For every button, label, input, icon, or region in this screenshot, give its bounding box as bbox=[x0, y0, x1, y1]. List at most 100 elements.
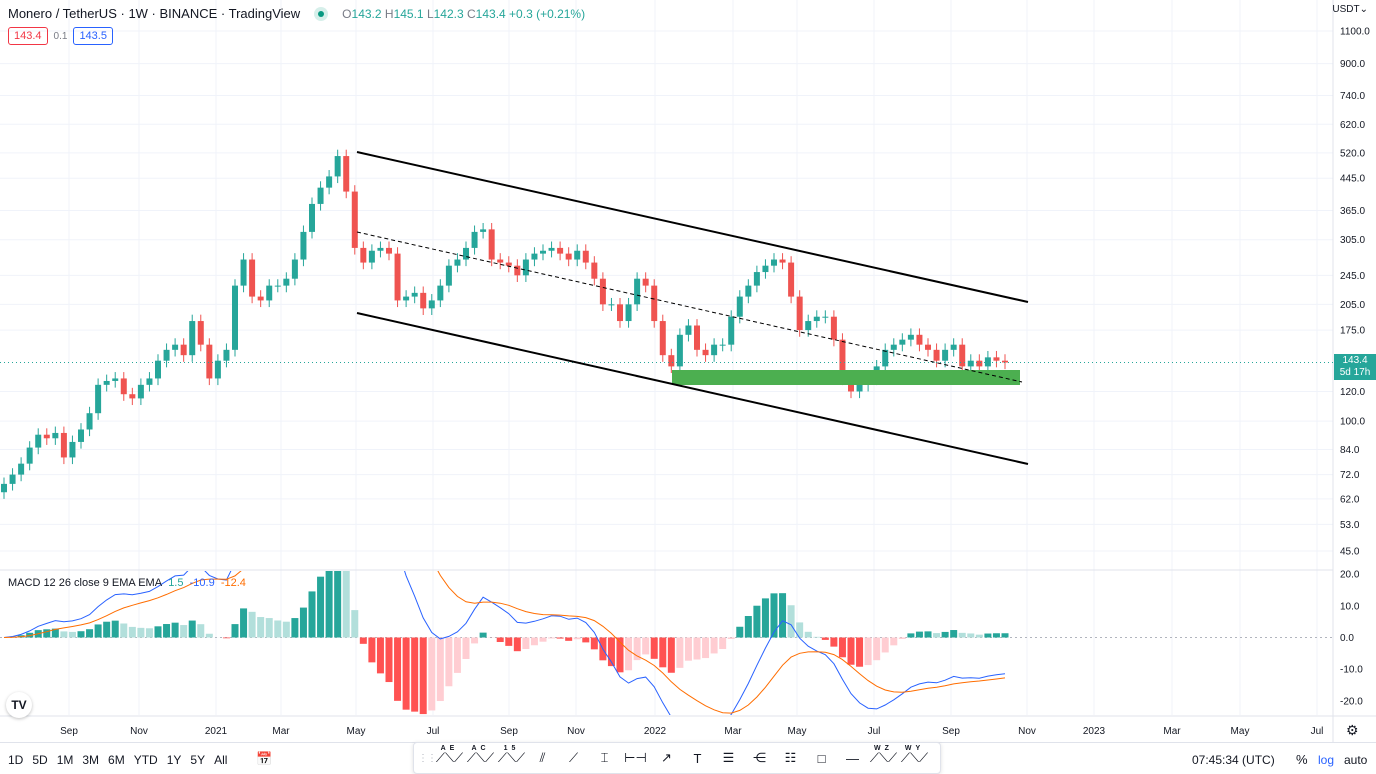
range-all[interactable]: All bbox=[214, 753, 228, 767]
channel-lower-line bbox=[356, 312, 1029, 465]
abc-pattern-icon: ⟋⟍⟋ bbox=[466, 750, 495, 765]
candle-body bbox=[317, 187, 324, 204]
candle-body bbox=[9, 474, 16, 484]
candle-body bbox=[925, 344, 931, 350]
range-1y[interactable]: 1Y bbox=[166, 753, 182, 767]
macd-histogram-bar bbox=[838, 637, 846, 658]
macd-histogram-bar bbox=[120, 623, 128, 638]
range-5d[interactable]: 5D bbox=[32, 753, 48, 767]
candle-body bbox=[745, 285, 752, 297]
log-toggle[interactable]: log bbox=[1318, 753, 1335, 767]
auto-toggle[interactable]: auto bbox=[1344, 753, 1368, 767]
range-3m[interactable]: 3M bbox=[82, 753, 100, 767]
price-range-tool[interactable]: ⌶ bbox=[589, 743, 620, 773]
candle-body bbox=[78, 429, 84, 442]
time-tick: Mar bbox=[1163, 726, 1181, 737]
range-6m[interactable]: 6M bbox=[108, 753, 125, 767]
candle-body bbox=[993, 357, 1000, 361]
macd-histogram-bar bbox=[436, 637, 444, 702]
macd-histogram-bar bbox=[813, 636, 821, 638]
rectangle-tool[interactable]: □ bbox=[806, 743, 837, 773]
macd-histogram-bar bbox=[950, 630, 958, 638]
candle-body bbox=[120, 378, 127, 395]
candle-body bbox=[711, 344, 718, 356]
macd-histogram-bar bbox=[180, 625, 188, 638]
trend-line-tool[interactable]: ⟋ bbox=[558, 743, 589, 773]
macd-histogram-bar bbox=[43, 629, 51, 638]
candle-body bbox=[52, 432, 59, 439]
range-buttons: 1D 5D 1M 3M 6M YTD 1Y 5Y All bbox=[8, 753, 227, 767]
candle-body bbox=[326, 176, 333, 188]
candle-body bbox=[976, 360, 983, 367]
fib-fan-tool[interactable]: ⋲ bbox=[744, 743, 775, 773]
wxyxz-pattern-tool[interactable]: WZ ⟋⟍⟋ bbox=[868, 743, 899, 773]
range-1m[interactable]: 1M bbox=[56, 753, 74, 767]
candle-body bbox=[608, 304, 615, 306]
abc-pattern-tool[interactable]: AC ⟋⟍⟋ bbox=[465, 743, 496, 773]
macd-tick: 0.0 bbox=[1340, 633, 1354, 644]
elliott-wave-tool[interactable]: 15 ⟋⟍⟋ bbox=[496, 743, 527, 773]
macd-histogram-bar bbox=[744, 615, 752, 638]
macd-histogram-bar bbox=[111, 620, 119, 638]
macd-histogram-bar bbox=[984, 633, 992, 638]
candle-body bbox=[796, 296, 803, 331]
drag-handle-icon[interactable]: ⋮⋮ bbox=[418, 752, 437, 764]
range-ytd[interactable]: YTD bbox=[133, 753, 158, 767]
candle-body bbox=[334, 156, 341, 177]
parallel-lines-icon: ⫽ bbox=[539, 750, 546, 765]
candle-body bbox=[18, 463, 25, 475]
buy-button[interactable]: 143.5 bbox=[73, 27, 113, 45]
abc-pattern-tool-label: AC bbox=[471, 745, 490, 752]
candle-body bbox=[1002, 360, 1008, 363]
macd-histogram-bar bbox=[702, 637, 710, 659]
macd-histogram-bar bbox=[94, 624, 102, 638]
macd-histogram-bar bbox=[325, 571, 333, 638]
arrow-tool[interactable]: ↗ bbox=[651, 743, 682, 773]
text-icon: T bbox=[693, 750, 702, 766]
horizontal-lines-tool[interactable]: ☰ bbox=[713, 743, 744, 773]
macd-legend[interactable]: MACD 12 26 close 9 EMA EMA 1.5 -10.9 -12… bbox=[8, 577, 246, 589]
trade-buttons: 143.4 0.1 143.5 bbox=[8, 27, 113, 45]
price-tick: 620.0 bbox=[1340, 120, 1365, 131]
range-1d[interactable]: 1D bbox=[8, 753, 24, 767]
gear-icon[interactable]: ⚙ bbox=[1346, 722, 1359, 738]
candle-body bbox=[155, 360, 161, 379]
support-zone bbox=[672, 370, 1020, 385]
macd-histogram-bar bbox=[941, 631, 949, 638]
clock[interactable]: 07:45:34 (UTC) bbox=[1192, 753, 1275, 767]
price-chart[interactable]: 1100.0 900.0 740.0 620.0 520.0 445.0 365.0 305.… bbox=[0, 0, 1376, 742]
candle-body bbox=[839, 339, 846, 379]
parallel-lines-tool[interactable]: ⫽ bbox=[527, 743, 558, 773]
macd-histogram-bar bbox=[924, 631, 932, 638]
currency-selector[interactable]: USDT⌄ bbox=[1332, 4, 1368, 15]
macd-histogram-bar bbox=[359, 637, 367, 644]
candle-body bbox=[540, 250, 546, 254]
abcd-pattern-icon: ⟋⟍⟋ bbox=[435, 750, 464, 765]
candle-body bbox=[445, 265, 452, 286]
horizontal-ray-tool[interactable]: — bbox=[837, 743, 868, 773]
macd-histogram-bar bbox=[257, 617, 265, 638]
macd-histogram-bar bbox=[582, 637, 590, 643]
sell-button[interactable]: 143.4 bbox=[8, 27, 48, 45]
abcd-pattern-tool-label: AE bbox=[440, 745, 459, 752]
macd-histogram-bar bbox=[385, 637, 393, 683]
time-tick: Jul bbox=[1311, 726, 1324, 737]
high-label: H bbox=[384, 6, 394, 21]
date-range-tool[interactable]: ⊢⊣ bbox=[620, 743, 651, 773]
calendar-icon[interactable]: 📅 bbox=[256, 751, 273, 766]
tradingview-logo[interactable]: TV bbox=[6, 692, 32, 718]
current-price-label: 143.4 5d 17h bbox=[1334, 354, 1376, 380]
candle-body bbox=[813, 316, 820, 322]
range-5y[interactable]: 5Y bbox=[190, 753, 206, 767]
text-tool[interactable]: T bbox=[682, 743, 713, 773]
macd-histogram-bar bbox=[522, 637, 530, 650]
macd-histogram-bar bbox=[103, 621, 111, 638]
symbol-title[interactable]: Monero / TetherUS · 1W · BINANCE · Tradi… bbox=[8, 6, 300, 21]
wxy-pattern-tool[interactable]: WY ⟋⟍⟋ bbox=[899, 743, 930, 773]
open-label: O bbox=[342, 6, 352, 21]
abcd-pattern-tool[interactable]: AE ⟋⟍⟋ bbox=[434, 743, 465, 773]
candle-body bbox=[86, 413, 93, 430]
fib-retracement-tool[interactable]: ☷ bbox=[775, 743, 806, 773]
percent-toggle[interactable]: % bbox=[1296, 752, 1308, 767]
macd-histogram-bar bbox=[428, 637, 436, 711]
